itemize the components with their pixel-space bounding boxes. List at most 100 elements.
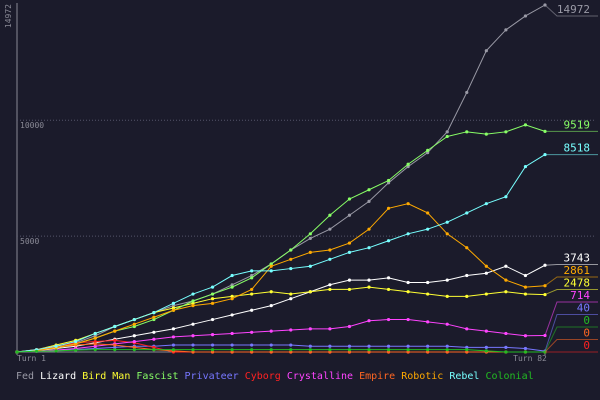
- end-value-label: 2478: [564, 277, 591, 290]
- point: [250, 287, 254, 292]
- point: [230, 350, 234, 354]
- point: [210, 348, 215, 352]
- point: [152, 348, 156, 352]
- point: [132, 324, 136, 329]
- point: [347, 350, 352, 354]
- point: [367, 199, 371, 203]
- end-value-label: 2861: [564, 264, 591, 277]
- point: [250, 350, 254, 354]
- end-value-label: 0: [583, 327, 590, 340]
- point: [484, 329, 488, 333]
- point: [74, 339, 78, 344]
- point: [191, 292, 195, 296]
- point: [74, 348, 78, 352]
- point: [328, 227, 332, 231]
- point: [347, 287, 352, 292]
- point: [289, 257, 293, 261]
- point: [445, 278, 449, 282]
- point: [426, 148, 430, 152]
- point: [484, 271, 488, 275]
- point: [465, 350, 469, 354]
- point: [484, 345, 488, 349]
- point: [269, 348, 273, 352]
- point: [406, 280, 410, 285]
- point: [445, 220, 449, 224]
- point: [523, 273, 528, 278]
- point: [347, 241, 352, 245]
- point: [210, 317, 215, 322]
- point: [132, 339, 136, 344]
- point: [523, 350, 528, 354]
- point: [210, 285, 215, 289]
- x-tick-label: Turn 82: [513, 354, 547, 363]
- point: [191, 299, 195, 303]
- point: [328, 283, 332, 287]
- point: [230, 313, 234, 317]
- point: [132, 317, 136, 322]
- point: [347, 213, 352, 217]
- point: [54, 344, 58, 348]
- end-value-label: 0: [583, 314, 590, 327]
- point: [152, 337, 156, 341]
- series-line: [16, 4, 546, 353]
- point: [289, 248, 293, 252]
- point: [426, 227, 430, 231]
- legend-entry: Empire: [359, 371, 395, 382]
- y-tick-label: 5000: [20, 237, 39, 246]
- series-line: [16, 203, 546, 353]
- point: [171, 304, 176, 308]
- point: [426, 320, 430, 324]
- point: [347, 197, 352, 201]
- point: [289, 292, 293, 296]
- point: [250, 269, 254, 273]
- point: [426, 344, 430, 348]
- x-tick-label: Turn 1: [17, 354, 46, 363]
- point: [132, 345, 136, 349]
- point: [269, 262, 273, 266]
- point: [308, 348, 312, 352]
- point: [426, 280, 430, 285]
- point: [132, 348, 136, 352]
- point: [426, 151, 430, 155]
- point: [152, 317, 156, 322]
- point: [171, 306, 176, 310]
- point: [171, 348, 176, 352]
- point: [484, 264, 488, 268]
- point: [386, 348, 391, 352]
- point: [523, 164, 528, 169]
- point: [269, 343, 273, 347]
- legend-entry: Robotic: [401, 371, 443, 382]
- series-line: [16, 124, 546, 353]
- point: [230, 283, 234, 287]
- point: [93, 339, 97, 344]
- point: [406, 232, 410, 236]
- leader-line: [544, 301, 598, 336]
- point: [504, 345, 508, 349]
- point: [523, 123, 528, 127]
- point: [523, 292, 528, 296]
- point: [406, 162, 410, 166]
- point: [328, 248, 332, 252]
- point: [445, 350, 449, 354]
- point: [230, 297, 234, 301]
- point: [386, 344, 391, 348]
- point: [347, 348, 352, 352]
- point: [367, 348, 371, 352]
- point: [328, 350, 332, 354]
- point: [367, 188, 371, 192]
- point: [406, 290, 410, 294]
- point: [15, 350, 19, 354]
- end-value-label: 40: [577, 302, 590, 315]
- point: [289, 328, 293, 332]
- point: [445, 130, 449, 134]
- point: [445, 134, 449, 139]
- point: [250, 343, 254, 347]
- point: [406, 348, 410, 352]
- point: [132, 322, 136, 326]
- point: [328, 213, 332, 217]
- point: [504, 264, 508, 268]
- legend-entry: Lizard: [40, 371, 76, 382]
- point: [504, 28, 508, 32]
- point: [308, 232, 312, 236]
- end-value-label: 3743: [564, 252, 591, 265]
